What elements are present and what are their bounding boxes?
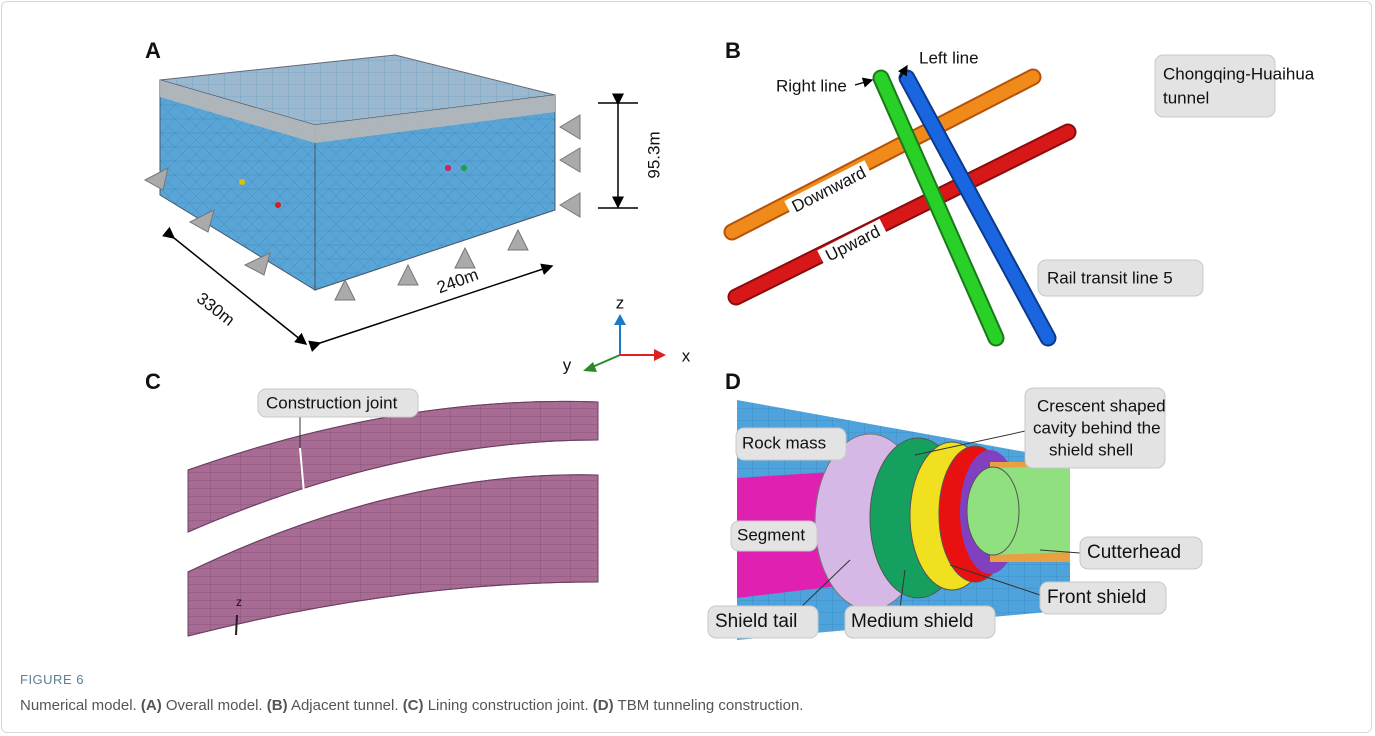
axis-label: x	[682, 346, 691, 365]
annotation: Cutterhead	[1087, 542, 1181, 563]
annotation: Shield tail	[715, 611, 797, 632]
caption-part-label: (D)	[593, 697, 614, 714]
page: Figure 6 body { margin: 0; width: 1375px…	[0, 0, 1375, 736]
shape	[245, 253, 270, 275]
shape	[560, 193, 580, 217]
shape	[275, 202, 281, 208]
annotation: Left line	[919, 48, 979, 67]
shape	[461, 165, 467, 171]
shape	[560, 148, 580, 172]
annotation: shield shell	[1049, 440, 1133, 459]
shape	[335, 280, 355, 300]
caption-part-label: (A)	[141, 697, 162, 714]
tunnels	[732, 77, 1068, 338]
annotation: Right line	[776, 76, 847, 95]
shape	[320, 266, 552, 343]
annotation: Crescent shaped	[1037, 396, 1166, 415]
shape	[560, 115, 580, 139]
shape	[508, 230, 528, 250]
pointer	[855, 80, 872, 85]
shape	[583, 362, 597, 372]
caption: Numerical model. (A) Overall model. (B) …	[20, 697, 803, 714]
figure: A 95.3m 330m 240m z y x B	[0, 0, 1375, 668]
annotation: Front shield	[1047, 587, 1146, 608]
dimension-label: 95.3m	[644, 131, 663, 178]
annotation: tunnel	[1163, 88, 1209, 107]
annotation: Segment	[737, 525, 805, 544]
body: {"panels": { "A": {"label": "A", "height…	[0, 0, 1375, 736]
caption-lead: Numerical model.	[20, 697, 137, 714]
caption-part-label: (C)	[403, 697, 424, 714]
model-box	[160, 55, 555, 290]
shape	[239, 179, 245, 185]
annotation: cavity behind the	[1033, 418, 1161, 437]
panel-label: B	[725, 38, 741, 63]
caption-part-text: Lining construction joint.	[428, 697, 589, 714]
caption-part-label: (B)	[267, 697, 288, 714]
caption-part-text: Overall model.	[166, 697, 263, 714]
dimension-label: 330m	[193, 289, 238, 330]
shape	[654, 349, 666, 361]
caption-part-text: TBM tunneling construction.	[618, 697, 804, 714]
shape	[967, 467, 1019, 555]
axis-label: z	[236, 595, 242, 609]
panel-label: D	[725, 369, 741, 394]
shape	[398, 265, 418, 285]
panel-label: A	[145, 38, 161, 63]
shape	[445, 165, 451, 171]
axis-stub	[236, 615, 237, 635]
annotation: Rock mass	[742, 433, 826, 452]
annotation: Construction joint	[266, 393, 398, 412]
axis-label: z	[616, 293, 625, 312]
shape	[614, 314, 626, 325]
lining	[188, 401, 598, 636]
annotation: Medium shield	[851, 611, 974, 632]
annotation: Rail transit line 5	[1047, 268, 1173, 287]
caption-part-text: Adjacent tunnel.	[291, 697, 399, 714]
axes-triad	[583, 314, 666, 372]
panel-label: C	[145, 369, 161, 394]
annotation: Chongqing-Huaihua	[1163, 64, 1315, 83]
axis-label: y	[563, 355, 572, 374]
figure-number: FIGURE 6	[20, 672, 84, 687]
